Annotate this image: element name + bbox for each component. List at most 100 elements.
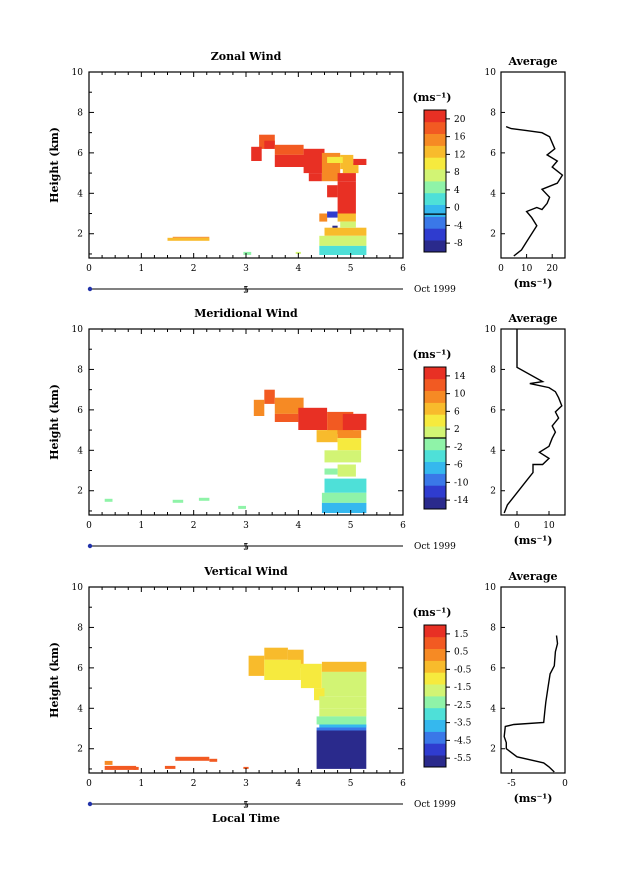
panel-title: Zonal Wind [211,50,282,63]
colorbar-swatch-8 [424,402,446,415]
colorbar-tick-label: -14 [454,496,469,506]
average-x-tick-label: 10 [543,521,555,531]
date-label: Oct 1999 [414,800,456,810]
heatmap-cell-1 [253,399,265,416]
heatmap-cell-3 [274,413,299,422]
heatmap-cell-14 [327,185,338,198]
y-tick-label: 2 [77,230,83,240]
date-marker-label: 5 [243,543,249,553]
average-x-tick-label: 10 [521,264,533,274]
average-frame [500,586,566,774]
average-unit: (ms⁻¹) [514,277,553,290]
x-tick-label: 4 [295,779,301,789]
colorbar-frame [423,624,447,768]
colorbar-tick-label: -8 [454,239,463,249]
average-frame [500,71,566,259]
heatmap-cell-5 [303,148,325,174]
colorbar-tick-label: 16 [454,133,466,143]
y-tick-label: 10 [72,325,84,335]
colorbar-tick-label: 6 [454,407,460,417]
heatmap-cell-6 [321,671,367,697]
heatmap-cell-12 [337,181,356,214]
x-tick-label: 1 [138,521,144,531]
heatmap-cell-11 [324,450,362,463]
heatmap-cell-24 [172,236,210,238]
date-start-marker [87,286,93,292]
colorbar-tick-label: 0.5 [454,648,469,658]
y-tick-label: 2 [77,487,83,497]
colorbar-swatch-10 [424,121,446,134]
average-profile-line [505,125,564,257]
colorbar-swatch-11 [424,110,446,123]
colorbar-swatch-1 [424,485,446,498]
colorbar-swatch-7 [424,414,446,427]
colorbar-tick-label: -1.5 [454,683,472,693]
y-axis-label: Height (km) [48,127,61,203]
y-tick-label: 2 [77,745,83,755]
heatmap-cell-12 [337,464,356,477]
colorbar-swatch-9 [424,133,446,146]
y-tick-label: 4 [77,704,83,714]
colorbar-tick-label: 20 [454,115,466,125]
average-title: Average [507,312,557,325]
heatmap-cell-7 [353,413,367,420]
colorbar-tick-label: 8 [454,168,460,178]
panel-title: Meridional Wind [194,307,298,320]
average-y-tick-label: 2 [490,487,496,497]
average-y-tick-label: 4 [490,704,496,714]
average-x-tick-label: 0 [562,779,568,789]
average-unit: (ms⁻¹) [514,534,553,547]
x-tick-label: 6 [400,521,406,531]
heatmap-cell-19 [209,758,218,762]
colorbar-tick-label: 10 [454,390,466,400]
heatmap-cells [104,647,367,770]
colorbar-tick-label: 0 [454,204,460,214]
heatmap-cell-16 [321,502,367,513]
average-profile-line [503,329,563,514]
heatmap-cell-13 [337,173,356,182]
heatmap-cells [167,134,367,255]
x-tick-label: 3 [243,264,249,274]
y-tick-label: 10 [72,68,84,78]
average-x-tick-label: -5 [507,779,516,789]
heatmap-cell-10 [316,716,367,725]
colorbar-swatch-11 [424,367,446,380]
colorbar-tick-label: -6 [454,461,463,471]
heatmap-cell-4 [298,407,328,430]
colorbar-tick-label: 14 [454,372,466,382]
y-axis-label: Height (km) [48,384,61,460]
colorbar-tick-label: -4.5 [454,736,472,746]
colorbar-swatch-1 [424,228,446,241]
colorbar-swatch-10 [424,636,446,649]
colorbar-swatch-3 [424,204,446,217]
heatmap-cell-12 [316,727,367,731]
heatmap-cell-16 [327,211,338,218]
x-tick-label: 6 [400,779,406,789]
colorbar-tick-label: 2 [454,425,460,435]
colorbar-swatch-5 [424,181,446,194]
heatmap-cell-2 [251,146,262,161]
colorbar-swatch-11 [424,625,446,638]
average-y-tick-label: 6 [490,664,496,674]
colorbar-tick-label: -2 [454,443,463,453]
heatmap-cell-11 [327,156,343,163]
x-tick-label: 3 [243,521,249,531]
colorbar-swatch-4 [424,707,446,720]
heatmap-cell-8 [319,696,367,709]
heatmap-cell-20 [238,505,246,509]
colorbar-tick-label: -3.5 [454,719,472,729]
average-x-tick-label: 0 [498,264,504,274]
heatmap-cell-13 [324,468,338,475]
colorbar-frame [423,109,447,253]
x-tick-label: 5 [348,779,354,789]
heatmap-cell-4 [300,663,322,689]
x-tick-label: 0 [86,264,92,274]
colorbar-swatch-5 [424,696,446,709]
colorbar-swatch-0 [424,497,446,510]
heatmap-cell-9 [319,708,367,717]
average-y-tick-label: 10 [485,68,497,78]
x-tick-label: 5 [348,264,354,274]
x-tick-label: 2 [191,264,197,274]
colorbar-unit: (ms⁻¹) [413,91,452,104]
